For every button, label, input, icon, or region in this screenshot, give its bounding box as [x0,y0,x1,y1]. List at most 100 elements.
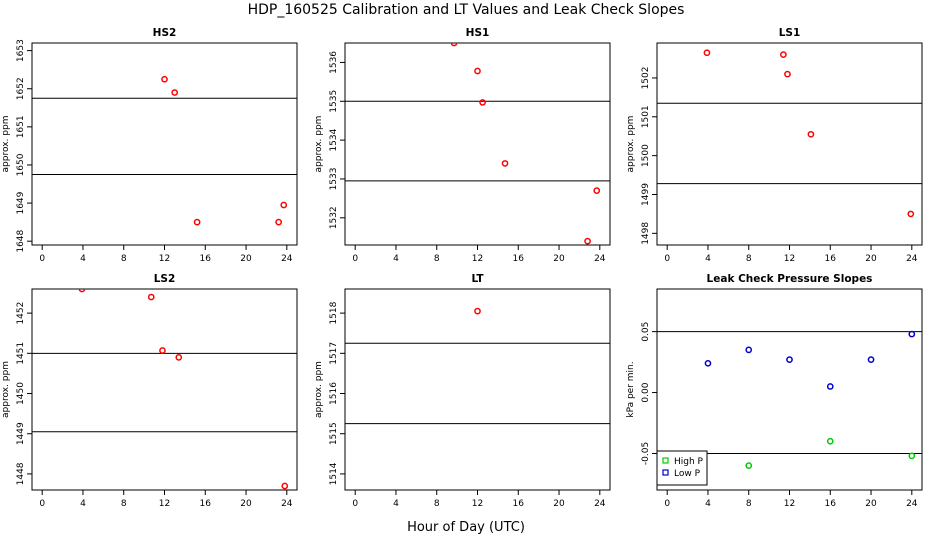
data-point [280,201,288,209]
x-tick-label: 12 [472,254,483,264]
data-points [703,49,915,218]
data-point [275,218,283,226]
y-tick-label: 1532 [329,206,339,229]
x-tick-label: 20 [865,254,877,264]
x-tick-label: 4 [705,254,711,264]
panel-2: HS1 0 4 8 12 16 20 24 1532 1533 1534 1535 1536 approx… [314,27,611,264]
x-tick-label: 4 [393,254,399,264]
y-tick-label: 1452 [16,302,26,325]
x-tick-label: 16 [825,254,837,264]
data-point [593,187,601,194]
data-point [907,210,915,218]
panel-title: HS2 [153,27,177,39]
y-axis-label: approx. ppm [314,116,324,173]
x-tick-label: 0 [664,499,670,509]
x-tick-label: 24 [594,254,606,264]
y-axis-label: kPa per min. [626,361,636,417]
data-point [807,130,815,138]
y-axis-label: approx. ppm [626,116,636,173]
data-point [147,293,155,301]
y-tick-label: 1450 [16,382,26,405]
y-tick-label: 1518 [329,301,339,324]
x-tick-label: 20 [553,499,565,509]
y-tick-label: 1650 [16,153,26,176]
data-points [474,307,481,315]
x-tick-label: 8 [121,499,127,509]
panel-title: HS1 [466,27,490,39]
panel-1: HS2 0 4 8 12 16 20 24 1648 1649 1650 1651 1652 1653 ap… [1,27,298,264]
plot-frame [31,288,298,491]
y-tick-label: 1500 [641,144,651,167]
data-point [161,75,168,83]
y-tick-label: 1536 [329,51,339,74]
data-point [867,356,875,364]
y-tick-label: 0.00 [641,382,651,402]
legend: High P Low P [656,450,708,486]
x-tick-label: 20 [240,499,252,509]
x-tick-label: 24 [906,254,918,264]
panel-4: LS2 0 4 8 12 16 20 24 1448 1449 1450 1451 1452 approx… [1,273,298,509]
data-point [908,452,916,460]
x-axis-label: Hour of Day (UTC) [407,520,525,535]
y-axis-label: approx. ppm [314,361,324,418]
y-tick-label: 1516 [329,382,339,405]
data-point [193,218,201,226]
x-tick-label: 4 [80,254,86,264]
legend-marker [662,457,669,464]
x-tick-label: 0 [664,254,670,264]
x-tick-label: 0 [39,254,45,264]
data-point [703,49,711,57]
y-tick-label: 1499 [641,183,651,206]
data-point [908,330,916,338]
x-tick-label: 8 [746,499,752,509]
y-tick-label: 1535 [329,90,339,113]
y-tick-label: 1514 [329,462,339,485]
x-tick-label: 12 [159,499,170,509]
data-points [704,330,916,469]
y-tick-label: 1501 [641,105,651,128]
legend-label: High P [674,457,704,467]
data-point [780,51,787,59]
y-tick-label: 1449 [16,422,26,445]
legend-box [656,450,708,486]
x-tick-label: 4 [393,499,399,509]
y-tick-label: 1498 [641,222,651,245]
x-tick-label: 24 [594,499,606,509]
y-tick-label: 1652 [16,77,26,100]
plot-frame [31,42,298,246]
x-tick-label: 20 [865,499,877,509]
x-tick-label: 20 [240,254,252,264]
panel-title: LT [471,273,484,285]
panel-6: Leak Check Pressure Slopes 0 4 8 12 16 20 24 -0.… [626,273,923,509]
y-tick-label: 1653 [16,39,26,62]
plot-frame [344,288,611,491]
y-tick-label: 1534 [329,128,339,151]
x-tick-label: 16 [825,499,837,509]
x-tick-label: 24 [906,499,918,509]
data-point [826,437,834,445]
y-tick-label: 1517 [329,342,339,365]
x-tick-label: 12 [784,499,795,509]
data-point [501,160,509,167]
x-tick-label: 12 [159,254,170,264]
x-tick-label: 12 [784,254,795,264]
data-point [474,67,481,75]
y-axis-label: approx. ppm [1,116,11,173]
x-tick-label: 24 [281,254,293,264]
data-point [175,353,183,361]
data-point [474,307,481,315]
main-title: HDP_160525 Calibration and LT Values and… [248,2,685,18]
x-tick-label: 16 [513,499,525,509]
data-point [281,482,289,490]
data-point [745,346,753,354]
data-point [786,356,793,364]
data-point [78,289,86,293]
y-tick-label: 1533 [329,168,339,191]
data-points [450,43,601,245]
data-point [450,43,458,47]
legend-marker [662,469,669,476]
y-tick-label: 1651 [16,115,26,138]
data-point [159,347,166,354]
